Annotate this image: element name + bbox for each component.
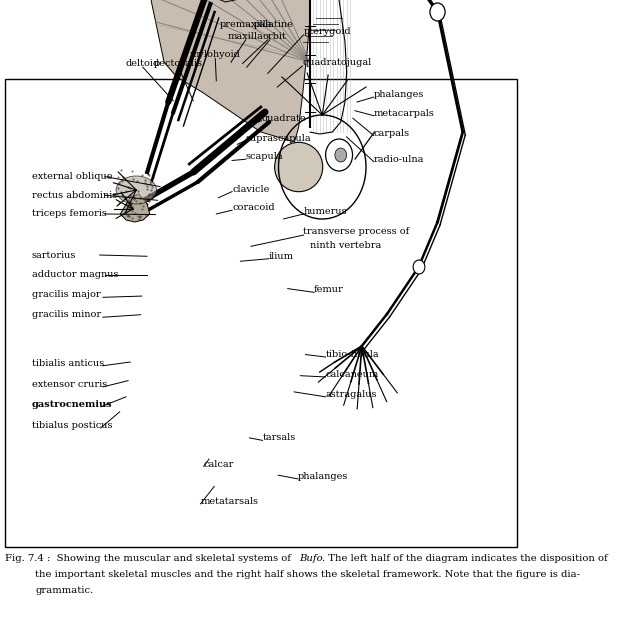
Text: premaxilla: premaxilla (220, 21, 272, 29)
Text: Bufo: Bufo (300, 554, 323, 563)
Text: metacarpals: metacarpals (374, 109, 435, 118)
Text: external oblique: external oblique (31, 172, 112, 181)
Text: extensor cruris: extensor cruris (31, 380, 107, 389)
Text: clavicle: clavicle (232, 185, 270, 193)
Text: femur: femur (314, 285, 344, 294)
Ellipse shape (116, 176, 157, 204)
Text: suprascapula: suprascapula (246, 134, 311, 142)
Text: Fig. 7.4 :  Showing the muscular and skeletal systems of: Fig. 7.4 : Showing the muscular and skel… (5, 554, 294, 563)
Text: tibialis anticus: tibialis anticus (31, 359, 104, 368)
Text: tibio-fibula: tibio-fibula (326, 350, 379, 359)
Text: quadratojugal: quadratojugal (303, 58, 372, 67)
Text: palatine: palatine (254, 21, 294, 29)
Text: pectoralis: pectoralis (154, 59, 203, 68)
Text: deltoid: deltoid (125, 59, 160, 68)
Text: . The left half of the diagram indicates the disposition of: . The left half of the diagram indicates… (322, 554, 608, 563)
Text: orbit: orbit (262, 32, 286, 40)
Text: quadrate: quadrate (261, 114, 306, 123)
Text: radio-ulna: radio-ulna (374, 155, 424, 164)
Text: calcaneum: calcaneum (326, 370, 379, 379)
Text: rectus abdominis: rectus abdominis (31, 191, 117, 200)
Text: scapula: scapula (246, 152, 283, 161)
Text: phalanges: phalanges (298, 472, 349, 481)
Text: astragalus: astragalus (326, 390, 377, 399)
Text: pterygoid: pterygoid (303, 27, 351, 35)
Text: triceps femoris: triceps femoris (31, 210, 106, 218)
Text: the important skeletal muscles and the right half shows the skeletal framework. : the important skeletal muscles and the r… (36, 570, 580, 579)
Text: transverse process of: transverse process of (303, 227, 410, 236)
Text: tibialus posticus: tibialus posticus (31, 421, 112, 430)
Text: gracilis minor: gracilis minor (31, 310, 100, 319)
Polygon shape (120, 194, 150, 222)
Text: ninth vertebra: ninth vertebra (310, 241, 381, 249)
Text: ilium: ilium (269, 252, 294, 261)
Text: coracoid: coracoid (232, 203, 275, 212)
Circle shape (430, 3, 445, 21)
Text: metatarsals: metatarsals (200, 497, 258, 506)
Circle shape (326, 139, 353, 171)
Text: tarsals: tarsals (263, 434, 296, 442)
Text: maxilla: maxilla (228, 32, 263, 40)
Polygon shape (147, 0, 310, 142)
Ellipse shape (275, 142, 323, 192)
Text: grammatic.: grammatic. (36, 586, 94, 595)
Text: humerus: humerus (303, 207, 347, 216)
FancyBboxPatch shape (5, 79, 517, 547)
Text: gracilis major: gracilis major (31, 290, 100, 299)
Polygon shape (185, 0, 293, 2)
Text: phalanges: phalanges (374, 90, 424, 99)
Text: gastrocnemius: gastrocnemius (31, 400, 112, 409)
Circle shape (335, 148, 347, 162)
Text: calcar: calcar (203, 460, 234, 468)
Text: carpals: carpals (374, 129, 410, 137)
Text: mylohyoid: mylohyoid (190, 50, 241, 59)
Text: adductor magnus: adductor magnus (31, 271, 118, 279)
Text: sartorius: sartorius (31, 251, 76, 259)
Circle shape (413, 260, 425, 274)
